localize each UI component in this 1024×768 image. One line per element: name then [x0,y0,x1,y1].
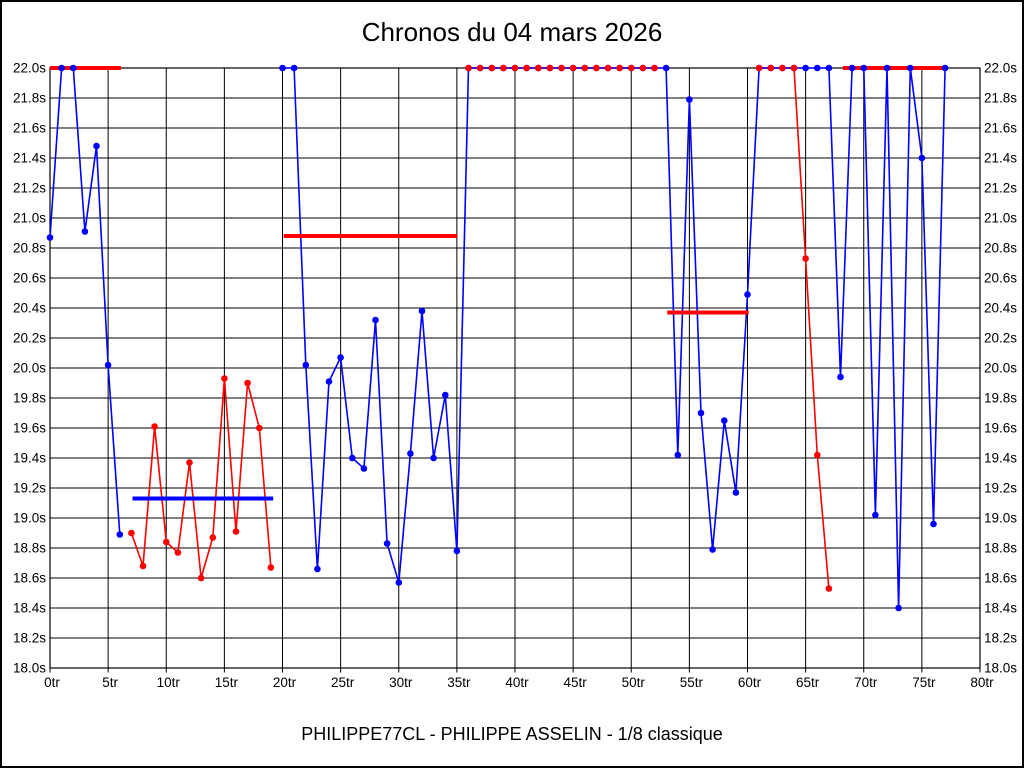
svg-text:18.4s: 18.4s [13,601,46,616]
svg-text:19.6s: 19.6s [984,421,1017,436]
svg-text:21.4s: 21.4s [13,151,46,166]
svg-text:20.4s: 20.4s [984,301,1017,316]
svg-text:18.8s: 18.8s [984,541,1017,556]
svg-text:21.6s: 21.6s [984,121,1017,136]
red-series-line [130,67,830,589]
svg-text:20.6s: 20.6s [13,271,46,286]
svg-text:21.6s: 21.6s [13,121,46,136]
svg-text:19.2s: 19.2s [13,481,46,496]
svg-text:20tr: 20tr [273,675,297,690]
svg-text:75tr: 75tr [912,675,936,690]
svg-text:19.8s: 19.8s [984,391,1017,406]
svg-text:18.8s: 18.8s [13,541,46,556]
svg-text:21.8s: 21.8s [984,91,1017,106]
svg-text:20.4s: 20.4s [13,301,46,316]
svg-text:21.0s: 21.0s [984,211,1017,226]
x-axis-labels: 0tr 5tr 10tr 15tr 20tr 25tr 30tr 35tr 40tr 45tr 50… [44,675,994,690]
svg-text:35tr: 35tr [447,675,471,690]
svg-text:65tr: 65tr [796,675,820,690]
svg-text:22.0s: 22.0s [13,61,46,76]
svg-text:19.4s: 19.4s [984,451,1017,466]
svg-text:20.2s: 20.2s [984,331,1017,346]
svg-text:60tr: 60tr [738,675,762,690]
y-axis-labels-right: 22.0s 21.8s 21.6s 21.4s 21.2s 21.0s 20.8s 20.6s… [984,61,1017,676]
svg-text:0tr: 0tr [44,675,60,690]
y-axis-labels-left: 22.0s 21.8s 21.6s 21.4s 21.2s 21.0s 20.8s 20.6s… [13,61,46,676]
svg-text:19.2s: 19.2s [984,481,1017,496]
grid [49,67,981,673]
svg-text:20.2s: 20.2s [13,331,46,346]
svg-text:18.2s: 18.2s [984,631,1017,646]
svg-text:18.0s: 18.0s [984,661,1017,676]
svg-text:19.4s: 19.4s [13,451,46,466]
svg-text:20.6s: 20.6s [984,271,1017,286]
svg-text:50tr: 50tr [622,675,646,690]
svg-text:10tr: 10tr [157,675,181,690]
svg-text:20.0s: 20.0s [13,361,46,376]
svg-text:18.4s: 18.4s [984,601,1017,616]
svg-text:21.8s: 21.8s [13,91,46,106]
svg-text:18.0s: 18.0s [13,661,46,676]
svg-text:19.6s: 19.6s [13,421,46,436]
page-title: Chronos du 04 mars 2026 [361,17,663,47]
svg-text:40tr: 40tr [505,675,529,690]
driver-footer: PHILIPPE77CL - PHILIPPE ASSELIN - 1/8 cl… [301,724,723,744]
svg-text:45tr: 45tr [563,675,587,690]
svg-text:20.8s: 20.8s [984,241,1017,256]
svg-text:18.6s: 18.6s [13,571,46,586]
svg-text:30tr: 30tr [389,675,413,690]
svg-text:21.0s: 21.0s [13,211,46,226]
average-lines [50,66,946,501]
red-series-dots [128,64,833,592]
svg-text:19.8s: 19.8s [13,391,46,406]
svg-text:25tr: 25tr [331,675,355,690]
svg-text:15tr: 15tr [215,675,239,690]
svg-text:20.0s: 20.0s [984,361,1017,376]
svg-text:19.0s: 19.0s [984,511,1017,526]
svg-text:21.2s: 21.2s [984,181,1017,196]
svg-text:21.4s: 21.4s [984,151,1017,166]
svg-text:18.2s: 18.2s [13,631,46,646]
svg-text:5tr: 5tr [102,675,118,690]
svg-text:21.2s: 21.2s [13,181,46,196]
svg-text:20.8s: 20.8s [13,241,46,256]
svg-text:18.6s: 18.6s [984,571,1017,586]
svg-text:70tr: 70tr [854,675,878,690]
svg-text:19.0s: 19.0s [13,511,46,526]
svg-text:80tr: 80tr [970,675,994,690]
svg-text:55tr: 55tr [680,675,704,690]
svg-text:22.0s: 22.0s [984,61,1017,76]
